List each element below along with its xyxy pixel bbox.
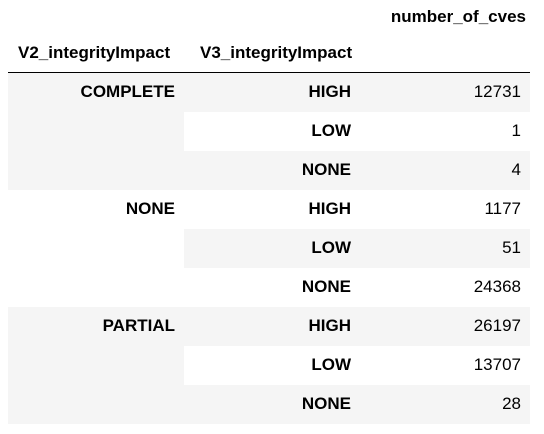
table-row: NONE 24368: [8, 267, 530, 307]
header-blank-2: [184, 0, 360, 34]
row-sub-label: LOW: [184, 111, 360, 151]
cve-count-cell: 1: [360, 111, 530, 151]
row-sub-label: HIGH: [184, 189, 360, 229]
row-sub-label: HIGH: [184, 72, 360, 112]
table-row: COMPLETE HIGH 12731: [8, 72, 530, 190]
index-header-v2: V2_integrityImpact: [18, 43, 171, 62]
table-row: PARTIAL HIGH 26197: [8, 306, 530, 424]
header-blank-1: [8, 0, 184, 34]
header-row-columns: number_of_cves: [8, 0, 530, 34]
row-sub-label: NONE: [184, 267, 360, 307]
row-sub-label: HIGH: [184, 306, 360, 346]
cve-count-cell: 28: [360, 384, 530, 424]
row-sub-label: LOW: [184, 345, 360, 385]
cve-count-cell: 51: [360, 228, 530, 268]
table-row: NONE 4: [8, 150, 530, 190]
cve-integrity-impact-table: number_of_cves V2_integrityImpact V3_int…: [8, 0, 530, 424]
table-row: LOW 13707: [8, 345, 530, 385]
cve-count-cell: 24368: [360, 267, 530, 307]
index-header-v3: V3_integrityImpact: [200, 43, 353, 62]
row-sub-label: LOW: [184, 228, 360, 268]
column-header-number-of-cves: number_of_cves: [390, 7, 526, 26]
cve-count-cell: 1177: [360, 189, 530, 229]
table-row: NONE HIGH 1177: [8, 189, 530, 307]
header-row-index-names: V2_integrityImpact V3_integrityImpact: [8, 34, 530, 73]
row-group-label: PARTIAL: [8, 306, 184, 424]
row-group-label: COMPLETE: [8, 72, 184, 190]
cve-count-cell: 13707: [360, 345, 530, 385]
cve-count-cell: 4: [360, 150, 530, 190]
table-row: LOW 1: [8, 111, 530, 151]
row-sub-label: NONE: [184, 150, 360, 190]
header-blank-3: [360, 34, 530, 73]
table-row: LOW 51: [8, 228, 530, 268]
row-sub-label: NONE: [184, 384, 360, 424]
cve-count-cell: 12731: [360, 72, 530, 112]
row-group-label: NONE: [8, 189, 184, 307]
cve-count-cell: 26197: [360, 306, 530, 346]
table-row: NONE 28: [8, 384, 530, 424]
